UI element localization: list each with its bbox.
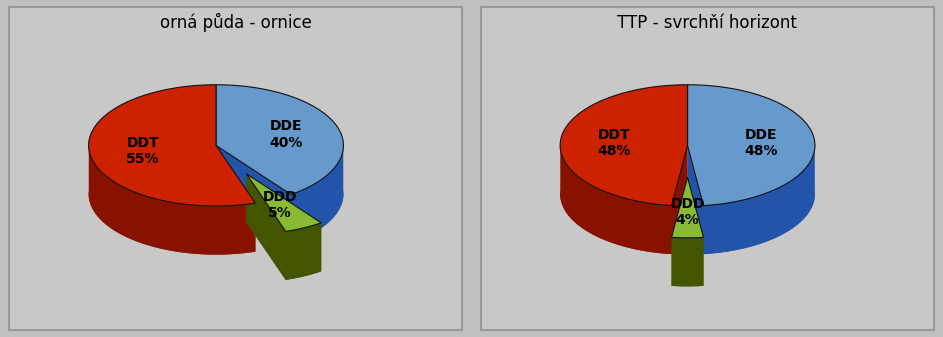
Title: TTP - svrchňí horizont: TTP - svrchňí horizont bbox=[618, 13, 797, 32]
Polygon shape bbox=[560, 191, 687, 254]
Polygon shape bbox=[246, 222, 322, 280]
Polygon shape bbox=[671, 145, 687, 254]
Polygon shape bbox=[216, 191, 343, 243]
Text: DDD
5%: DDD 5% bbox=[263, 190, 297, 220]
Title: orná půda - ornice: orná půda - ornice bbox=[159, 12, 312, 32]
Polygon shape bbox=[246, 174, 322, 271]
Text: DDE
48%: DDE 48% bbox=[745, 128, 778, 158]
Polygon shape bbox=[246, 174, 322, 232]
Polygon shape bbox=[286, 223, 322, 280]
Text: DDD
4%: DDD 4% bbox=[670, 197, 704, 227]
Text: DDT
55%: DDT 55% bbox=[126, 136, 159, 166]
Polygon shape bbox=[671, 226, 703, 286]
Polygon shape bbox=[89, 143, 256, 255]
Polygon shape bbox=[216, 145, 256, 252]
Polygon shape bbox=[671, 177, 687, 286]
Polygon shape bbox=[671, 177, 703, 238]
Polygon shape bbox=[687, 177, 703, 286]
Polygon shape bbox=[560, 143, 671, 254]
Polygon shape bbox=[216, 85, 343, 194]
Polygon shape bbox=[687, 145, 703, 254]
Polygon shape bbox=[687, 85, 815, 206]
Polygon shape bbox=[89, 191, 256, 255]
Polygon shape bbox=[89, 85, 256, 206]
Text: DDE
40%: DDE 40% bbox=[270, 119, 303, 150]
Polygon shape bbox=[560, 85, 687, 206]
Polygon shape bbox=[687, 191, 815, 254]
Text: DDT
48%: DDT 48% bbox=[597, 128, 631, 158]
Polygon shape bbox=[246, 174, 286, 280]
Polygon shape bbox=[703, 143, 815, 254]
Polygon shape bbox=[671, 237, 703, 286]
Polygon shape bbox=[216, 145, 291, 243]
Polygon shape bbox=[291, 143, 343, 243]
